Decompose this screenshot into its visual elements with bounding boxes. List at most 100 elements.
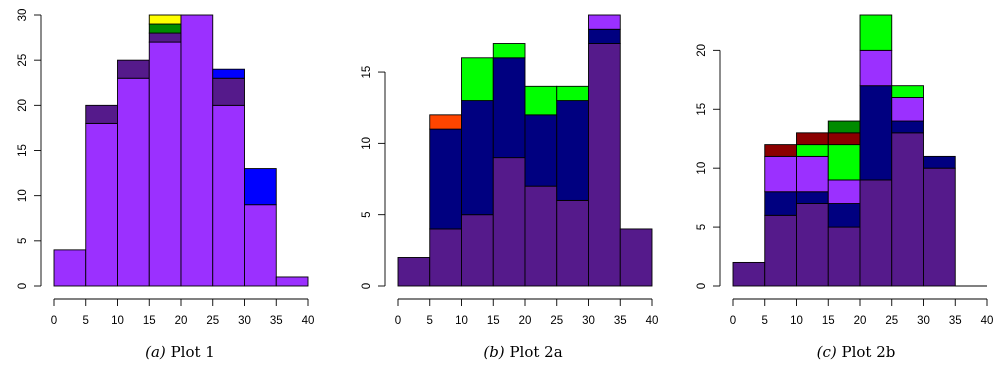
x-tick-label: 10 xyxy=(111,315,124,327)
bar-segment-bin2-0 xyxy=(796,203,829,287)
x-tick-label: 30 xyxy=(582,315,595,327)
bar-segment-bin2-1 xyxy=(461,100,494,216)
y-tick-label: 10 xyxy=(17,189,29,202)
y-tick-label: 10 xyxy=(361,137,373,150)
bar-segment-bin6-1 xyxy=(923,155,956,169)
bar-segment-bin2-1 xyxy=(796,191,829,204)
x-tick-label: 5 xyxy=(427,315,433,327)
bar-segment-bin1-1 xyxy=(85,104,118,124)
bar-segment-bin3-0 xyxy=(492,157,526,287)
y-tick-label: 30 xyxy=(17,9,29,22)
caption-text: Plot 2b xyxy=(841,343,896,361)
caption-label: (a) xyxy=(145,343,166,361)
bar-segment-bin4-0 xyxy=(859,179,893,287)
bar-segment-bin5-1 xyxy=(556,100,589,201)
x-axis: 0 5 10 15 20 25 30 35 40 xyxy=(395,298,659,327)
y-axis: 0 5 10 15 20 xyxy=(696,44,721,289)
panel-plot-1: 0 5 10 15 20 25 30 0 5 10 15 20 25 30 35 40 (a) Plot 1 xyxy=(0,0,330,372)
x-axis: 0 5 10 15 20 25 30 35 40 xyxy=(51,298,315,327)
bar-segment-bin2-2 xyxy=(461,57,494,102)
bar-segment-bin1-3 xyxy=(764,144,797,157)
bar-segment-bin3-0 xyxy=(148,41,182,287)
bar-segment-bin5-0 xyxy=(556,199,589,287)
bar-segment-bin6-1 xyxy=(244,168,277,206)
x-tick-label: 35 xyxy=(270,315,283,327)
x-tick-label: 25 xyxy=(550,315,563,327)
caption-label: (c) xyxy=(816,343,837,361)
y-tick-label: 10 xyxy=(696,162,708,175)
y-tick-label: 20 xyxy=(17,99,29,112)
bar-segment-bin1-1 xyxy=(764,191,797,216)
bars xyxy=(397,14,653,287)
bar-segment-bin5-0 xyxy=(212,104,245,287)
bar-segment-bin3-5 xyxy=(827,120,861,134)
bar-segment-bin5-2 xyxy=(891,97,924,122)
x-tick-label: 35 xyxy=(949,315,962,327)
bar-segment-bin0-0 xyxy=(732,261,766,287)
bar-segment-bin5-1 xyxy=(212,77,245,106)
bar-segment-bin1-1 xyxy=(429,128,462,230)
bar-segment-bin3-2 xyxy=(148,23,182,34)
x-tick-label: 25 xyxy=(206,315,219,327)
caption-text: Plot 1 xyxy=(170,343,215,361)
x-tick-label: 0 xyxy=(51,315,57,327)
panel-plot-2a: 0 5 10 15 0 5 10 15 20 25 30 35 40 (b) Plot 2a xyxy=(330,0,665,372)
caption-plot-2a: (b) Plot 2a xyxy=(403,343,643,361)
x-tick-label: 20 xyxy=(854,315,867,327)
x-tick-label: 40 xyxy=(302,315,315,327)
caption-plot-1: (a) Plot 1 xyxy=(60,343,300,361)
x-tick-label: 15 xyxy=(822,315,835,327)
x-tick-label: 40 xyxy=(646,315,659,327)
histogram-plot-2a: 0 5 10 15 0 5 10 15 20 25 30 35 40 xyxy=(361,14,659,327)
bar-segment-bin6-0 xyxy=(588,43,621,287)
bar-segment-bin2-1 xyxy=(117,59,150,79)
y-tick-label: 0 xyxy=(696,283,708,289)
x-tick-label: 15 xyxy=(487,315,500,327)
bar-segment-bin3-0 xyxy=(827,226,861,287)
bar-segment-bin3-2 xyxy=(827,179,861,204)
bar-segment-bin2-0 xyxy=(461,214,494,287)
y-tick-label: 5 xyxy=(696,224,708,230)
bar-segment-bin0-0 xyxy=(53,249,87,287)
x-tick-label: 25 xyxy=(885,315,898,327)
x-tick-label: 5 xyxy=(83,315,89,327)
bars xyxy=(53,14,309,287)
x-axis: 0 5 10 15 20 25 30 35 40 xyxy=(730,298,994,327)
y-tick-label: 25 xyxy=(17,54,29,67)
bar-segment-bin4-1 xyxy=(859,85,893,181)
bar-segment-bin3-3 xyxy=(148,14,182,25)
x-tick-label: 40 xyxy=(981,315,994,327)
bar-segment-bin6-0 xyxy=(923,167,956,287)
caption-label: (b) xyxy=(483,343,505,361)
bars xyxy=(732,14,987,287)
bar-segment-bin1-0 xyxy=(429,228,462,287)
y-tick-label: 20 xyxy=(696,44,708,57)
y-tick-label: 0 xyxy=(361,283,373,289)
bar-segment-bin4-1 xyxy=(524,114,558,187)
bar-segment-bin3-4 xyxy=(827,132,861,146)
bar-segment-bin2-0 xyxy=(117,77,150,287)
bar-segment-bin5-0 xyxy=(891,132,924,287)
histogram-plot-1: 0 5 10 15 20 25 30 0 5 10 15 20 25 30 35 40 xyxy=(17,9,315,327)
bar-segment-bin1-0 xyxy=(85,122,118,287)
bar-segment-bin3-2 xyxy=(492,43,526,59)
y-tick-label: 5 xyxy=(17,238,29,244)
bar-segment-bin1-2 xyxy=(764,155,797,193)
x-tick-label: 0 xyxy=(395,315,401,327)
bar-segment-bin2-2 xyxy=(796,155,829,193)
bar-segment-bin5-1 xyxy=(891,120,924,134)
bar-segment-bin4-2 xyxy=(859,49,893,87)
bar-segment-bin0-0 xyxy=(397,257,431,287)
x-tick-label: 30 xyxy=(917,315,930,327)
y-tick-label: 0 xyxy=(17,283,29,289)
histogram-plot-2b: 0 5 10 15 20 0 5 10 15 20 25 30 35 40 xyxy=(696,14,994,327)
x-tick-label: 20 xyxy=(175,315,188,327)
bar-segment-bin5-3 xyxy=(891,85,924,98)
bar-segment-bin4-0 xyxy=(180,14,214,287)
x-tick-label: 10 xyxy=(455,315,468,327)
y-tick-label: 15 xyxy=(17,144,29,157)
bar-segment-bin4-2 xyxy=(524,85,558,116)
bar-segment-bin7-0 xyxy=(275,276,309,287)
x-tick-label: 20 xyxy=(519,315,532,327)
bar-segment-bin6-0 xyxy=(244,204,277,287)
